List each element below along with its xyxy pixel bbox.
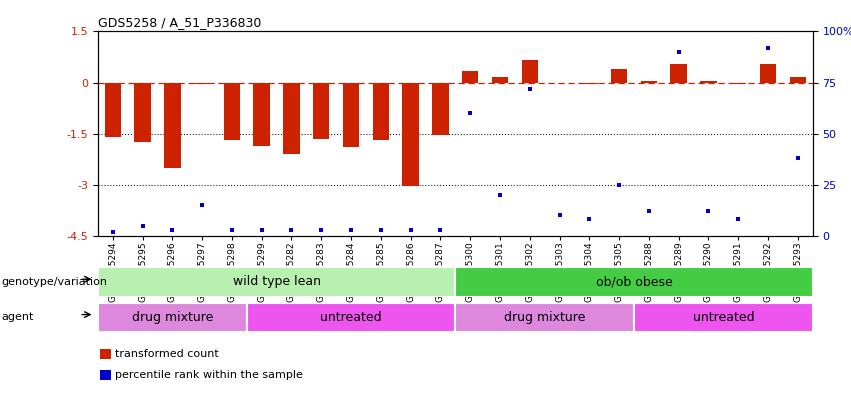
Bar [634, 303, 813, 332]
Point [403, 226, 417, 233]
Text: agent: agent [2, 312, 34, 322]
Bar [522, 61, 538, 83]
Text: drug mixture: drug mixture [132, 311, 213, 324]
Bar [247, 303, 455, 332]
Bar [134, 83, 151, 142]
Text: drug mixture: drug mixture [504, 311, 585, 324]
Point [433, 226, 448, 233]
Point [196, 202, 209, 208]
Bar [700, 81, 717, 83]
Point [791, 155, 805, 161]
Text: untreated: untreated [320, 311, 382, 324]
Bar [105, 83, 121, 137]
Point [284, 226, 298, 233]
Bar [611, 69, 627, 83]
Bar [455, 303, 634, 332]
Bar [224, 83, 240, 140]
Bar [462, 71, 478, 83]
Point [731, 216, 745, 222]
Bar [790, 77, 806, 83]
Bar [581, 83, 597, 84]
Bar [98, 303, 247, 332]
Text: untreated: untreated [693, 311, 754, 324]
Text: GDS5258 / A_51_P336830: GDS5258 / A_51_P336830 [98, 16, 261, 29]
Bar [373, 83, 389, 140]
Point [463, 110, 477, 116]
Point [523, 86, 536, 92]
Point [255, 226, 269, 233]
Text: percentile rank within the sample: percentile rank within the sample [115, 370, 303, 380]
Text: ob/ob obese: ob/ob obese [596, 275, 672, 288]
Bar [194, 83, 210, 84]
Point [761, 45, 774, 51]
Point [553, 212, 567, 219]
Bar [254, 83, 270, 145]
Point [493, 192, 506, 198]
Point [136, 222, 150, 229]
Point [344, 226, 357, 233]
Text: transformed count: transformed count [115, 349, 219, 359]
Point [612, 182, 625, 188]
Bar [98, 267, 455, 297]
Bar [343, 83, 359, 147]
Point [165, 226, 179, 233]
Point [315, 226, 328, 233]
Text: wild type lean: wild type lean [232, 275, 321, 288]
Point [374, 226, 387, 233]
Bar [671, 64, 687, 83]
Bar [730, 83, 746, 84]
Point [225, 226, 238, 233]
Bar [641, 81, 657, 83]
Bar [313, 83, 329, 139]
Point [106, 229, 119, 235]
Bar [455, 267, 813, 297]
Bar [403, 83, 419, 186]
Point [642, 208, 655, 215]
Bar [164, 83, 180, 168]
Bar [283, 83, 300, 154]
Point [672, 49, 686, 55]
Text: genotype/variation: genotype/variation [2, 277, 108, 287]
Bar [432, 83, 448, 135]
Bar [760, 64, 776, 83]
Bar [492, 77, 508, 83]
Point [701, 208, 715, 215]
Point [582, 216, 596, 222]
